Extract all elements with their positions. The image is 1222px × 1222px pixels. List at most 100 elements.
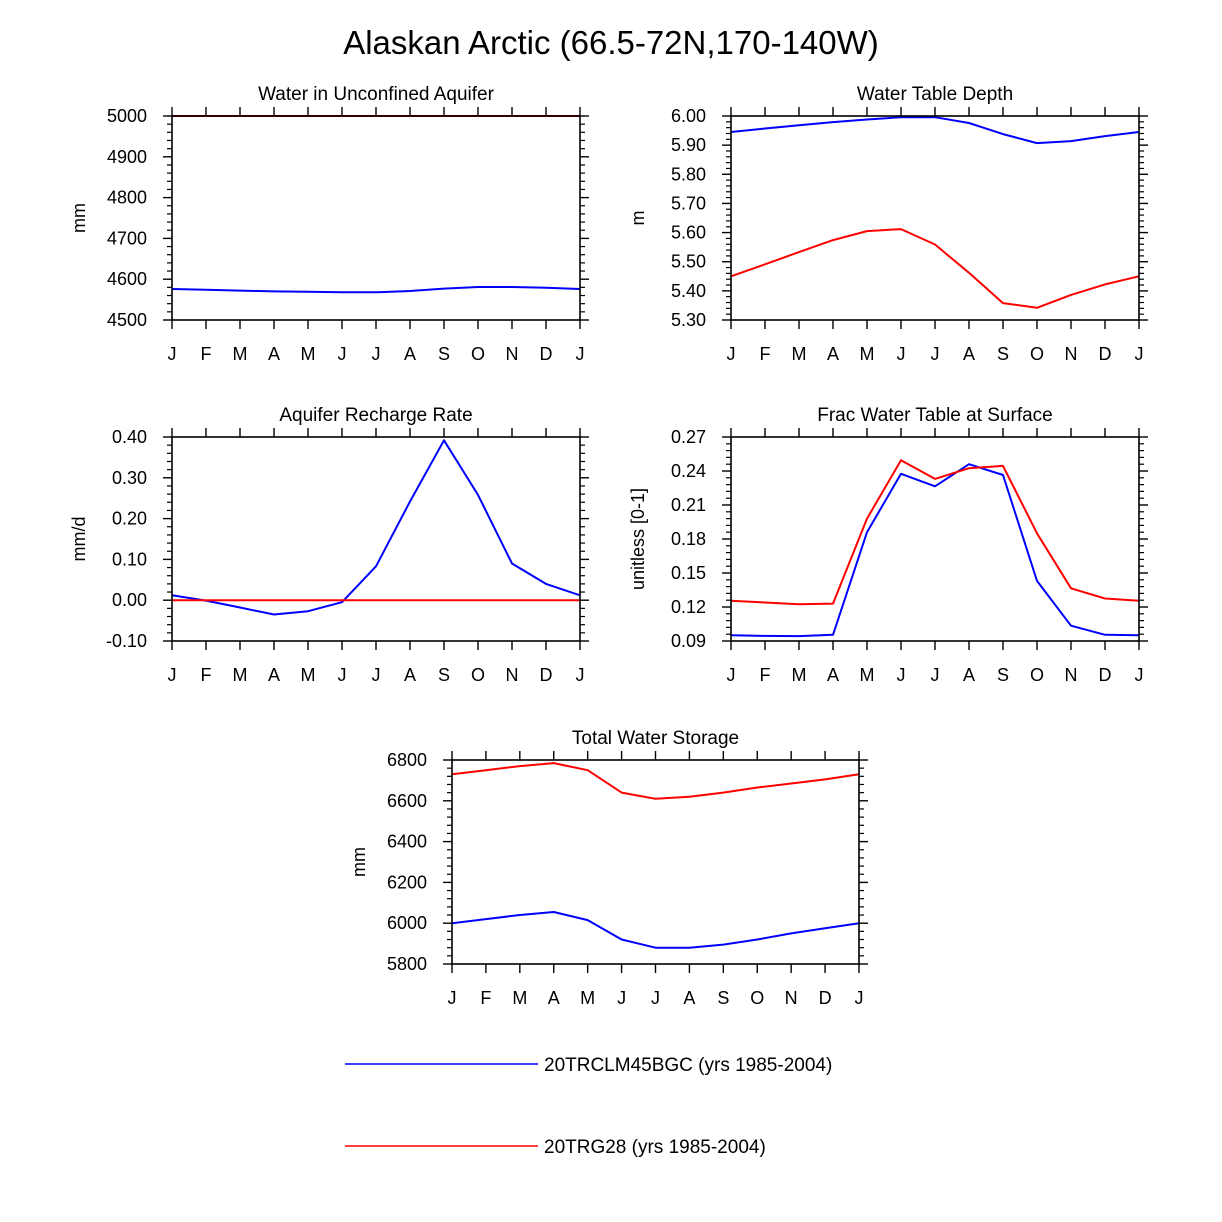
x-tick-label: J [897,665,906,685]
y-tick-label: 0.21 [671,495,706,515]
panel-title: Water Table Depth [857,84,1013,105]
figure-title: Alaskan Arctic (66.5-72N,170-140W) [343,24,879,61]
y-tick-label: 5.60 [671,223,706,243]
y-tick-label: 0.12 [671,597,706,617]
y-tick-label: 5.70 [671,193,706,213]
y-tick-label: 0.27 [671,427,706,447]
y-axis-label: mm [349,847,369,877]
x-tick-label: S [438,344,450,364]
y-tick-label: 5000 [107,106,147,126]
panel-title: Aquifer Recharge Rate [279,405,472,426]
y-tick-label: 6800 [387,750,427,770]
x-tick-label: N [785,988,798,1008]
y-tick-label: 0.15 [671,563,706,583]
y-tick-label: 0.09 [671,631,706,651]
x-tick-label: D [540,344,553,364]
x-tick-label: N [506,344,519,364]
legend-entry-1: 20TRCLM45BGC (yrs 1985-2004) [345,1055,832,1076]
x-tick-label: J [168,344,177,364]
plot-frame [451,759,860,965]
x-tick-label: D [1099,344,1112,364]
series-line-1 [730,116,1140,145]
y-tick-label: 5800 [387,954,427,974]
plot-frame [730,436,1140,642]
series-line-1 [730,463,1140,638]
x-tick-label: O [1030,665,1044,685]
x-tick-label: F [201,344,212,364]
x-tick-label: A [827,344,839,364]
x-tick-label: M [860,344,875,364]
x-tick-label: J [1135,665,1144,685]
legend-label: 20TRG28 (yrs 1985-2004) [544,1137,766,1158]
y-axis-label: m [628,211,648,226]
y-tick-label: 5.90 [671,135,706,155]
x-tick-label: M [233,665,248,685]
legend-entry-2: 20TRG28 (yrs 1985-2004) [345,1137,766,1158]
panel-4: J F M A M J J A S O N D J0.090.120.150.180.210.240.2… [628,405,1148,685]
x-tick-label: J [1135,344,1144,364]
x-tick-label: F [201,665,212,685]
y-tick-label: 0.20 [112,509,147,529]
y-tick-label: 5.30 [671,310,706,330]
y-tick-label: 5.50 [671,252,706,272]
x-tick-label: J [372,344,381,364]
y-tick-label: 0.00 [112,590,147,610]
y-tick-label: 0.40 [112,427,147,447]
x-tick-label: F [480,988,491,1008]
x-tick-label: A [268,665,280,685]
x-tick-label: N [1065,344,1078,364]
x-tick-label: A [404,344,416,364]
x-tick-label: M [233,344,248,364]
x-tick-label: A [963,665,975,685]
x-tick-label: O [471,344,485,364]
y-tick-label: 4900 [107,147,147,167]
y-tick-label: 0.18 [671,529,706,549]
x-tick-label: M [792,665,807,685]
x-tick-label: J [931,665,940,685]
series-line-2 [451,762,860,800]
plot-frame [730,115,1140,321]
x-tick-label: J [576,344,585,364]
panel-1: J F M A M J J A S O N D J450046004700480049005000Wat… [69,84,589,364]
x-tick-label: S [717,988,729,1008]
x-tick-label: M [580,988,595,1008]
x-tick-label: O [1030,344,1044,364]
x-tick-label: M [512,988,527,1008]
y-tick-label: 6.00 [671,106,706,126]
y-tick-label: 0.30 [112,468,147,488]
panel-2: J F M A M J J A S O N D J5.305.405.505.605.705.805.9… [628,84,1148,364]
x-tick-label: J [338,344,347,364]
y-tick-label: -0.10 [106,631,147,651]
y-tick-label: 5.40 [671,281,706,301]
plot-frame [171,436,581,642]
series-line-1 [171,439,581,616]
y-tick-label: 5.80 [671,164,706,184]
y-tick-label: 4500 [107,310,147,330]
y-tick-label: 6400 [387,832,427,852]
y-tick-label: 6000 [387,913,427,933]
x-tick-label: J [931,344,940,364]
panel-title: Frac Water Table at Surface [817,405,1053,426]
panel-title: Total Water Storage [572,728,739,749]
series-line-1 [451,911,860,949]
x-tick-label: F [760,665,771,685]
panel-3: J F M A M J J A S O N D J-0.100.000.100.200.300.40Aq… [69,405,589,685]
y-tick-label: 4700 [107,228,147,248]
y-tick-label: 4600 [107,269,147,289]
y-tick-label: 6600 [387,791,427,811]
y-axis-label: mm [69,203,89,233]
legend-label: 20TRCLM45BGC (yrs 1985-2004) [544,1055,832,1076]
x-tick-label: J [855,988,864,1008]
x-tick-label: F [760,344,771,364]
x-tick-label: D [819,988,832,1008]
x-tick-label: M [792,344,807,364]
x-tick-label: A [268,344,280,364]
x-tick-label: M [301,665,316,685]
y-tick-label: 0.10 [112,549,147,569]
x-tick-label: A [963,344,975,364]
x-tick-label: O [471,665,485,685]
x-tick-label: S [438,665,450,685]
y-tick-label: 0.24 [671,461,706,481]
series-line-1 [171,286,581,294]
